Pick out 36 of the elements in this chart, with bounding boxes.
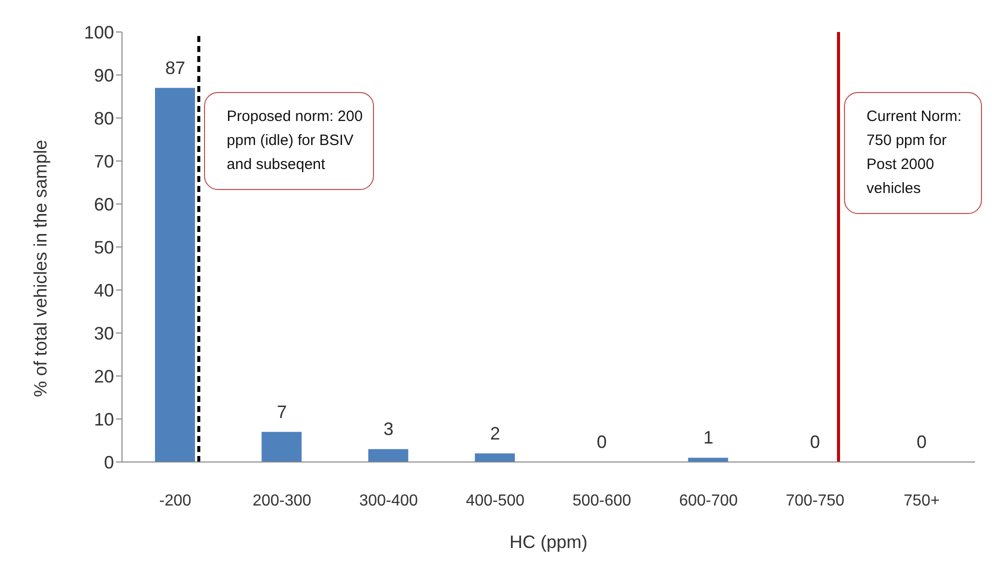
data-label: 0 xyxy=(810,432,820,452)
y-tick-label: 40 xyxy=(94,280,114,300)
x-tick-label: 700-750 xyxy=(786,492,845,510)
x-tick-label: 750+ xyxy=(904,492,940,510)
x-axis-title: HC (ppm) xyxy=(509,532,588,552)
y-tick-label: 60 xyxy=(94,194,114,214)
x-tick-label: -200 xyxy=(159,492,192,510)
x-tick-label: 200-300 xyxy=(252,492,312,510)
bar xyxy=(474,453,515,462)
y-tick-label: 90 xyxy=(94,65,114,86)
y-tick-label: 100 xyxy=(84,22,114,42)
x-tick-label: 300-400 xyxy=(359,492,418,510)
data-label: 3 xyxy=(384,419,394,440)
data-label: 87 xyxy=(165,58,186,78)
x-tick-label: 500-600 xyxy=(572,492,632,510)
y-tick-label: 10 xyxy=(94,409,114,430)
y-tick-label: 0 xyxy=(104,452,114,472)
y-tick-label: 30 xyxy=(94,323,114,344)
y-tick-label: 70 xyxy=(94,151,114,172)
bar xyxy=(688,458,728,462)
bar xyxy=(262,432,302,462)
x-tick-label: 600-700 xyxy=(679,492,738,510)
data-label: 0 xyxy=(596,432,607,452)
y-tick-label: 80 xyxy=(94,108,114,128)
y-tick-label: 20 xyxy=(94,366,114,386)
y-tick-label: 50 xyxy=(94,237,114,258)
data-label: 2 xyxy=(490,423,500,444)
bar xyxy=(368,449,408,462)
ref-line-label: Proposed norm: 200 ppm (idle) for BSIV and subseqent xyxy=(204,92,374,190)
data-label: 7 xyxy=(276,402,287,422)
y-axis-title: % of total vehicles in the sample xyxy=(30,140,50,397)
ref-line-label: Current Norm: 750 ppm for Post 2000 vehicles xyxy=(844,92,982,214)
x-tick-label: 400-500 xyxy=(466,492,525,510)
bar xyxy=(155,88,195,462)
data-label: 0 xyxy=(916,432,927,452)
data-label: 1 xyxy=(703,428,714,448)
